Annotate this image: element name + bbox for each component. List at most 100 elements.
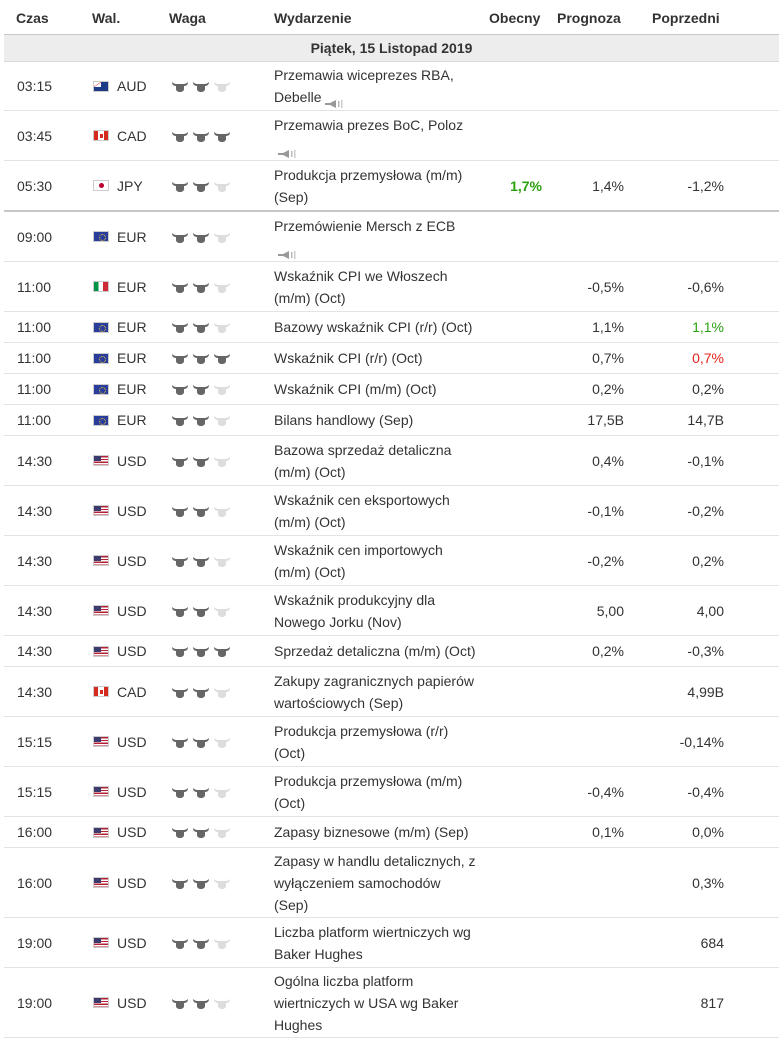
usd-flag-icon bbox=[93, 997, 109, 1008]
bull-icon bbox=[171, 826, 189, 838]
table-header: Czas Wal. Waga Wydarzenie Obecny Prognoz… bbox=[4, 0, 779, 35]
previous-value: 0,2% bbox=[692, 381, 724, 397]
event-name-link[interactable]: Wskaźnik CPI we Włoszech (m/m) (Oct) bbox=[274, 267, 448, 306]
event-name-link[interactable]: Wskaźnik cen importowych (m/m) (Oct) bbox=[274, 541, 443, 580]
header-actual[interactable]: Obecny bbox=[489, 10, 541, 26]
event-name-link[interactable]: Sprzedaż detaliczna (m/m) (Oct) bbox=[274, 643, 476, 659]
header-currency[interactable]: Wal. bbox=[92, 10, 121, 26]
table-row[interactable]: 03:45 CAD Przemawia prezes BoC, Poloz bbox=[4, 111, 779, 161]
bull-icon bbox=[213, 605, 231, 617]
event-name-link[interactable]: Bazowa sprzedaż detaliczna (m/m) (Oct) bbox=[274, 441, 452, 480]
usd-flag-icon bbox=[93, 736, 109, 747]
event-name-link[interactable]: Bazowy wskaźnik CPI (r/r) (Oct) bbox=[274, 319, 473, 335]
bull-icon bbox=[171, 455, 189, 467]
header-previous[interactable]: Poprzedni bbox=[652, 10, 720, 26]
previous-value: 817 bbox=[700, 994, 724, 1011]
header-time[interactable]: Czas bbox=[16, 10, 49, 26]
table-row[interactable]: 19:00 USD Liczba platform wiertniczych wg B… bbox=[4, 918, 779, 968]
forecast-value: 0,4% bbox=[592, 452, 624, 469]
bull-icon bbox=[171, 80, 189, 92]
usd-flag-icon bbox=[93, 937, 109, 948]
bull-icon bbox=[213, 505, 231, 517]
previous-value: 684 bbox=[700, 934, 724, 951]
table-row[interactable]: 15:15 USD Produkcja przemysłowa (m/m) (Oct)… bbox=[4, 767, 779, 817]
event-name-link[interactable]: Wskaźnik cen eksportowych (m/m) (Oct) bbox=[274, 491, 450, 530]
table-row[interactable]: 14:30 USD Sprzedaż detaliczna (m/m) (Oct) 0… bbox=[4, 636, 779, 667]
event-name-link[interactable]: Liczba platform wiertniczych wg Baker Hug… bbox=[274, 923, 471, 962]
table-row[interactable]: 11:00 EUR Wskaźnik CPI (m/m) (Oct) 0,2% 0,2% bbox=[4, 374, 779, 405]
table-row[interactable]: 14:30 USD Bazowa sprzedaż detaliczna (m/m) … bbox=[4, 436, 779, 486]
event-name-link[interactable]: Bilans handlowy (Sep) bbox=[274, 412, 414, 428]
event-name-link[interactable]: Przemówienie Mersch z ECB bbox=[274, 215, 455, 259]
event-name-link[interactable]: Przemawia prezes BoC, Poloz bbox=[274, 114, 463, 158]
bull-icon bbox=[213, 786, 231, 798]
table-row[interactable]: 11:00 EUR Bilans handlowy (Sep) 17,5B 14,7B bbox=[4, 405, 779, 436]
bull-icon bbox=[171, 686, 189, 698]
table-row[interactable]: 14:30 CAD Zakupy zagranicznych papierów war… bbox=[4, 667, 779, 717]
table-row[interactable]: 14:30 USD Wskaźnik produkcyjny dla Nowego J… bbox=[4, 586, 779, 636]
bull-icon bbox=[213, 130, 231, 142]
bull-icon bbox=[213, 383, 231, 395]
event-cell: Bazowy wskaźnik CPI (r/r) (Oct) bbox=[274, 312, 489, 342]
table-row[interactable]: 05:30 JPY Produkcja przemysłowa (m/m) (Sep)… bbox=[4, 161, 779, 212]
bull-icon bbox=[192, 455, 210, 467]
previous-value: -0,3% bbox=[687, 643, 724, 659]
event-name-link[interactable]: Zakupy zagranicznych papierów wartościowy… bbox=[274, 672, 474, 711]
speech-icon bbox=[325, 93, 345, 109]
event-name-link[interactable]: Wskaźnik CPI (r/r) (Oct) bbox=[274, 350, 423, 366]
bull-icon bbox=[192, 686, 210, 698]
bull-icon bbox=[192, 180, 210, 192]
event-time: 09:00 bbox=[17, 228, 53, 245]
event-name-link[interactable]: Zapasy biznesowe (m/m) (Sep) bbox=[274, 824, 469, 840]
table-row[interactable]: 11:00 EUR Wskaźnik CPI we Włoszech (m/m) (O… bbox=[4, 262, 779, 312]
table-row[interactable]: 11:00 EUR Bazowy wskaźnik CPI (r/r) (Oct) 1… bbox=[4, 312, 779, 343]
event-name-link[interactable]: Produkcja przemysłowa (m/m) (Oct) bbox=[274, 772, 463, 811]
table-row[interactable]: 11:00 EUR Wskaźnik CPI (r/r) (Oct) 0,7% 0,7% bbox=[4, 343, 779, 374]
table-row[interactable]: 03:15 AUD Przemawia wiceprezes RBA, Debelle bbox=[4, 62, 779, 111]
bull-icon bbox=[171, 605, 189, 617]
event-name-link[interactable]: Ogólna liczba platform wiertniczych w USA… bbox=[274, 972, 459, 1033]
currency-code: USD bbox=[117, 643, 147, 659]
header-forecast[interactable]: Prognoza bbox=[557, 10, 621, 26]
economic-calendar: Czas Wal. Waga Wydarzenie Obecny Prognoz… bbox=[4, 0, 779, 1038]
currency-code: USD bbox=[117, 602, 147, 619]
event-name-link[interactable]: Wskaźnik CPI (m/m) (Oct) bbox=[274, 381, 437, 397]
event-cell: Wskaźnik CPI (m/m) (Oct) bbox=[274, 374, 489, 404]
event-name-link[interactable]: Zapasy w handlu detalicznych, z wyłączeni… bbox=[274, 852, 476, 913]
table-row[interactable]: 15:15 USD Produkcja przemysłowa (r/r) (Oct)… bbox=[4, 717, 779, 767]
table-row[interactable]: 09:00 EUR Przemówienie Mersch z ECB bbox=[4, 212, 779, 262]
previous-value: 4,00 bbox=[696, 602, 724, 619]
table-row[interactable]: 16:00 USD Zapasy biznesowe (m/m) (Sep) 0,1%… bbox=[4, 817, 779, 848]
bull-icon bbox=[213, 180, 231, 192]
event-name-link[interactable]: Produkcja przemysłowa (m/m) (Sep) bbox=[274, 166, 463, 205]
previous-value: -0,4% bbox=[687, 783, 724, 800]
eur-flag-icon bbox=[93, 414, 109, 426]
header-importance[interactable]: Waga bbox=[169, 10, 206, 26]
forecast-value: 5,00 bbox=[596, 602, 624, 619]
event-time: 14:30 bbox=[17, 452, 53, 469]
event-name-link[interactable]: Przemawia wiceprezes RBA, Debelle bbox=[274, 64, 454, 109]
usd-flag-icon bbox=[93, 505, 109, 516]
header-event[interactable]: Wydarzenie bbox=[274, 10, 352, 26]
bull-icon bbox=[192, 605, 210, 617]
importance-rating bbox=[171, 918, 234, 967]
importance-rating bbox=[171, 111, 234, 160]
bull-icon bbox=[213, 231, 231, 243]
event-time: 11:00 bbox=[17, 381, 51, 397]
bull-icon bbox=[192, 786, 210, 798]
event-name-link[interactable]: Produkcja przemysłowa (r/r) (Oct) bbox=[274, 722, 449, 761]
aud-flag-icon bbox=[93, 80, 109, 92]
bull-icon bbox=[213, 352, 231, 364]
event-time: 15:15 bbox=[17, 783, 53, 800]
currency-code: USD bbox=[117, 874, 147, 891]
event-time: 05:30 bbox=[17, 177, 53, 194]
table-row[interactable]: 14:30 USD Wskaźnik cen eksportowych (m/m) (… bbox=[4, 486, 779, 536]
event-cell: Liczba platform wiertniczych wg Baker Hug… bbox=[274, 918, 489, 967]
table-row[interactable]: 14:30 USD Wskaźnik cen importowych (m/m) (O… bbox=[4, 536, 779, 586]
table-row[interactable]: 19:00 USD Ogólna liczba platform wiertniczy… bbox=[4, 968, 779, 1038]
event-cell: Wskaźnik cen importowych (m/m) (Oct) bbox=[274, 536, 489, 585]
bull-icon bbox=[171, 281, 189, 293]
importance-rating bbox=[171, 717, 234, 766]
event-name-link[interactable]: Wskaźnik produkcyjny dla Nowego Jorku (No… bbox=[274, 591, 436, 630]
